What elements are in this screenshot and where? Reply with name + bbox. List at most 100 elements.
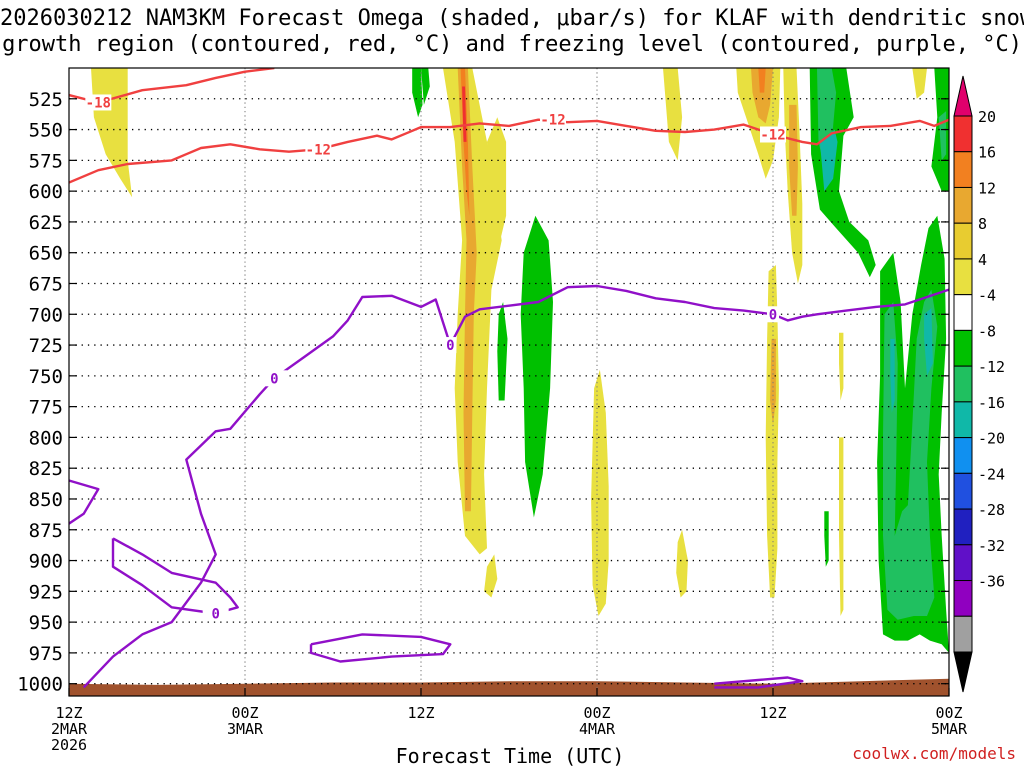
colorbar-box-10 (953, 472, 973, 510)
y-tick-label-600: 600 (29, 181, 63, 203)
colorbar-label-0: 20 (978, 108, 996, 126)
contour-label-freezing-b: 0 (446, 338, 454, 354)
y-tick-label-700: 700 (29, 304, 63, 326)
colorbar-top-arrow (953, 75, 973, 117)
omega-region-14 (751, 68, 773, 124)
omega-region-7 (497, 302, 508, 401)
colorbar-box-13 (953, 580, 973, 617)
x-tick-label-12-0: 00Z (231, 704, 258, 722)
contour-label-freezing: 0 (270, 371, 278, 387)
x-tick-label-12-1: 3MAR (227, 720, 264, 738)
x-tick-label-60-1: 5MAR (931, 720, 968, 738)
contour-label-bg-minus-12 (305, 141, 332, 158)
omega-region-30 (883, 289, 938, 620)
colorbar-box-8 (953, 401, 973, 439)
y-tick-label-650: 650 (29, 243, 63, 265)
contour-label-minus-12: -12 (306, 142, 331, 158)
omega-region-3 (457, 68, 477, 512)
credit-text: coolwx.com/models (852, 744, 1016, 763)
omega-region-26 (912, 68, 927, 99)
colorbar-label-12: -32 (978, 537, 1005, 555)
chart-title-line-1: 2026030212 NAM3KM Forecast Omega (shaded… (0, 6, 1024, 31)
chart-title-line-2: growth region (contoured, red, °C) and f… (2, 32, 1022, 57)
omega-region-25 (819, 129, 838, 192)
omega-region-10 (591, 369, 609, 616)
colorbar-label-2: 12 (978, 179, 996, 197)
colorbar-label-10: -24 (978, 465, 1005, 483)
colorbar-bottom-arrow (953, 651, 973, 693)
contour-label-bg-minus-12-b (540, 111, 566, 128)
omega-region-31 (890, 338, 895, 413)
y-tick-label-550: 550 (29, 120, 63, 142)
contour-label-bg-minus-12-c (760, 126, 786, 143)
contour-minus-12 (69, 118, 949, 184)
colorbar-label-13: -36 (978, 573, 1005, 591)
colorbar-box-6 (953, 329, 973, 367)
omega-shading (91, 68, 949, 653)
contour-freezing-extra-2 (309, 633, 452, 663)
axes: 525 550 575 600 625 650 675 700 725 750 775 800 825 8… (17, 67, 968, 754)
colorbar-box-7 (953, 365, 973, 403)
omega-region-11 (663, 68, 683, 161)
colorbar-box-12 (953, 544, 973, 582)
colorbar-box-0 (953, 115, 973, 153)
x-tick-label-0-0: 12Z (55, 704, 82, 722)
omega-region-21 (839, 437, 844, 616)
colorbar-box-14 (953, 615, 973, 653)
y-tick-label-900: 900 (29, 551, 63, 573)
colorbar-box-11 (953, 508, 973, 546)
y-tick-label-925: 925 (29, 581, 63, 603)
omega-region-9 (484, 554, 498, 598)
contour-label-minus-18: -18 (86, 95, 111, 111)
y-tick-label-875: 875 (29, 520, 63, 542)
x-tick-label-36-0: 00Z (583, 704, 610, 722)
colorbar-box-1 (953, 151, 973, 188)
y-tick-label-675: 675 (29, 273, 63, 295)
colorbar-label-9: -20 (978, 430, 1005, 448)
contour-label-minus-12-c: -12 (760, 127, 785, 143)
contour-freezing-extra-3 (714, 676, 804, 689)
omega-region-22 (824, 511, 829, 567)
omega-region-1 (421, 68, 430, 105)
colorbar-box-3 (953, 222, 973, 260)
y-tick-label-625: 625 (29, 212, 63, 234)
colorbar-label-5: -4 (978, 287, 996, 305)
terrain-fill (69, 678, 949, 696)
contour-label-bg-freezing-c (767, 306, 779, 323)
colorbar-label-11: -28 (978, 501, 1005, 519)
contour-freezing (82, 284, 949, 689)
omega-region-32 (924, 308, 933, 376)
colorbar-label-3: 8 (978, 215, 987, 233)
contour-label-bg-freezing-b (444, 337, 457, 354)
contour-label-freezing-extra-1: 0 (211, 606, 219, 622)
colorbar-label-1: 16 (978, 144, 996, 162)
terrain (69, 678, 949, 696)
colorbar-box-4 (953, 258, 973, 296)
x-tick-label-0-1: 2MAR (51, 720, 88, 738)
y-tick-label-775: 775 (29, 397, 63, 419)
x-tick-label-24-0: 12Z (407, 704, 434, 722)
omega-region-0 (91, 68, 133, 198)
contour-label-minus-12-b: -12 (540, 113, 565, 129)
colorbar: 20 16 12 8 4 -4 -8 -12 -16 -20 -24 -28 -32 -36 (953, 75, 1005, 693)
colorbar-label-6: -8 (978, 322, 996, 340)
omega-region-6 (487, 117, 507, 247)
y-tick-label-525: 525 (29, 89, 63, 111)
colorbar-box-9 (953, 437, 973, 474)
omega-region-8 (520, 215, 553, 518)
x-axis-title: Forecast Time (UTC) (395, 744, 625, 768)
contour-freezing-extra-1 (111, 537, 239, 615)
contours: -18 -12 -12 -12 0 0 0 0 (69, 68, 949, 689)
omega-region-20 (839, 332, 844, 401)
plot-frame (68, 67, 950, 697)
x-tick-label-36-1: 4MAR (579, 720, 616, 738)
colorbar-box-5 (953, 294, 973, 331)
y-tick-label-850: 850 (29, 489, 63, 511)
y-tick-label-975: 975 (29, 643, 63, 665)
omega-region-15 (758, 68, 766, 93)
colorbar-box-2 (953, 186, 973, 224)
omega-region-33 (412, 68, 423, 118)
y-tick-label-825: 825 (29, 458, 63, 480)
colorbar-label-8: -16 (978, 394, 1005, 412)
